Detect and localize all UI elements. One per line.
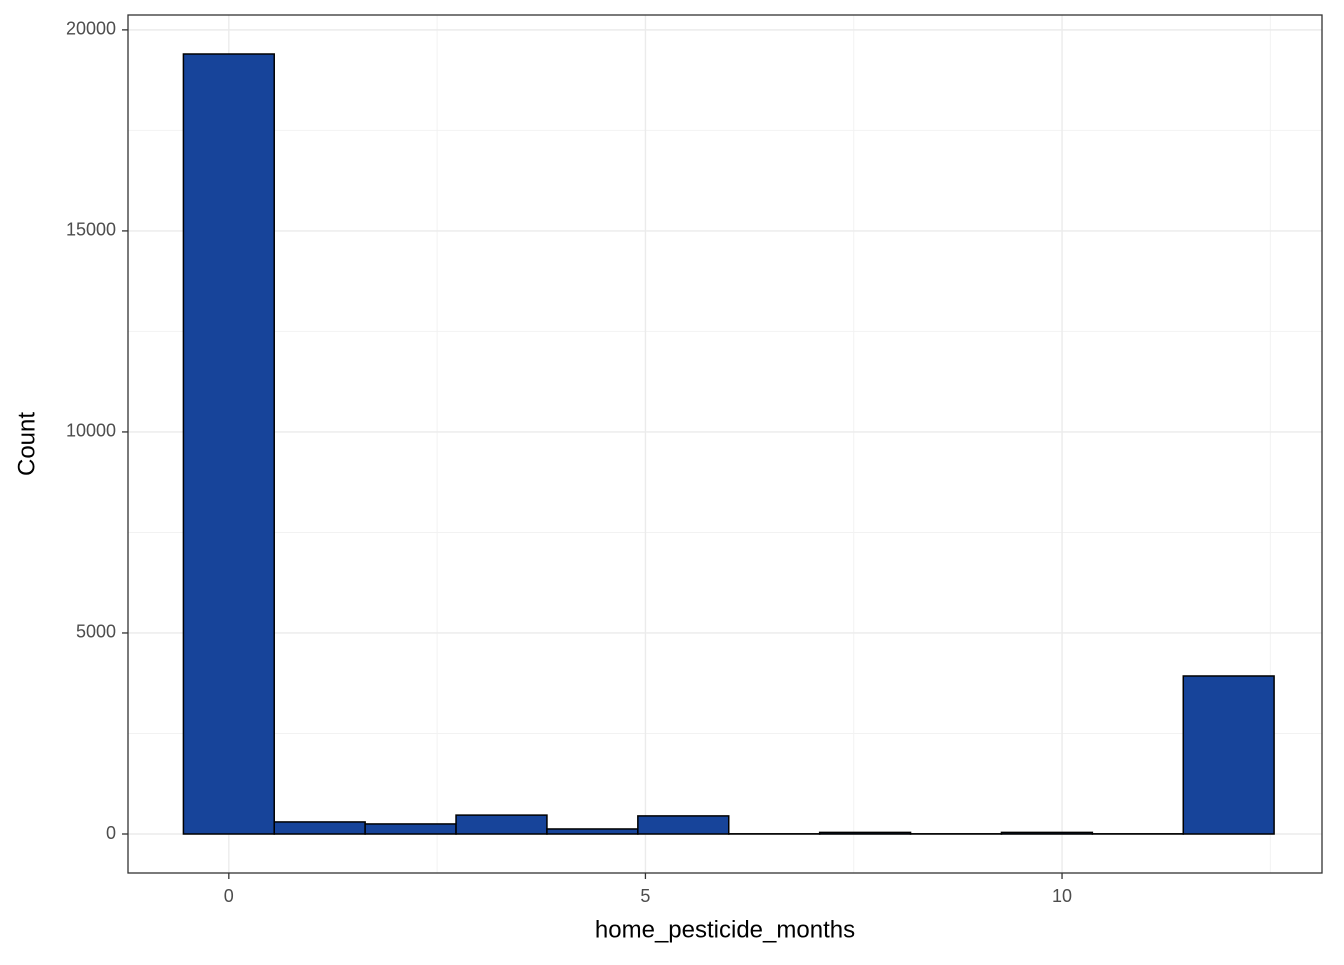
bar xyxy=(547,829,638,834)
bar xyxy=(638,816,729,834)
bar xyxy=(365,824,456,834)
x-axis-title: home_pesticide_months xyxy=(595,916,855,943)
y-axis-title: Count xyxy=(13,412,40,476)
bar xyxy=(1001,832,1092,834)
bar xyxy=(456,815,547,834)
x-tick-label: 5 xyxy=(640,886,650,906)
bar xyxy=(183,54,274,834)
bar xyxy=(274,822,365,834)
x-tick-label: 10 xyxy=(1052,886,1072,906)
y-tick-label: 0 xyxy=(106,823,116,843)
x-tick-label: 0 xyxy=(224,886,234,906)
y-tick-label: 20000 xyxy=(66,19,116,39)
bar xyxy=(820,832,911,834)
bar xyxy=(1183,676,1274,834)
y-tick-label: 15000 xyxy=(66,220,116,240)
y-tick-label: 10000 xyxy=(66,421,116,441)
y-tick-label: 5000 xyxy=(76,622,116,642)
